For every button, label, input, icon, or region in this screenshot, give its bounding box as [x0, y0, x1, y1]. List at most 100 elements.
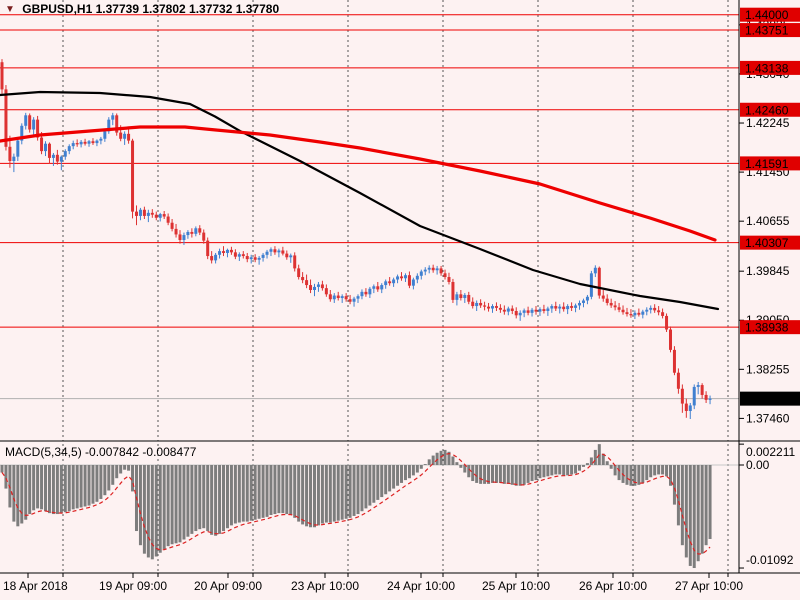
macd-histogram-bar — [12, 465, 16, 522]
macd-axis-label: 0.002211 — [746, 445, 795, 459]
macd-histogram-bar — [4, 465, 8, 489]
candle-body — [518, 312, 522, 316]
level-price-badge-label: 1.38938 — [745, 321, 789, 335]
candle-body — [229, 249, 233, 253]
candle-body — [360, 291, 364, 297]
candle-body — [692, 386, 696, 406]
level-price-badge-label: 1.40307 — [745, 236, 789, 250]
x-axis-label[interactable]: 19 Apr 09:00 — [99, 579, 167, 593]
x-axis-label[interactable]: 27 Apr 10:00 — [675, 579, 743, 593]
x-axis-label[interactable]: 23 Apr 10:00 — [291, 579, 359, 593]
macd-histogram-bar — [380, 465, 384, 498]
candle-body — [403, 275, 407, 279]
macd-histogram-bar — [467, 465, 471, 478]
macd-histogram-bar — [388, 465, 392, 492]
candle-body — [475, 302, 479, 307]
macd-histogram-bar — [487, 465, 491, 484]
candle-body — [190, 231, 194, 234]
candle-body — [67, 146, 71, 152]
macd-histogram-bar — [498, 465, 502, 483]
macd-histogram-bar — [107, 465, 111, 491]
y-axis-label: 1.37460 — [746, 411, 790, 425]
candle-body — [459, 294, 463, 299]
x-axis-label[interactable]: 20 Apr 09:00 — [194, 579, 262, 593]
macd-histogram-bar — [146, 465, 150, 558]
macd-histogram-bar — [324, 465, 328, 523]
level-price-badge — [740, 7, 800, 22]
candle-body — [75, 143, 79, 145]
macd-histogram-bar — [138, 465, 142, 546]
candle-body — [597, 267, 601, 296]
macd-histogram-bar — [605, 461, 609, 465]
candle-body — [419, 271, 423, 276]
macd-histogram-bar — [411, 465, 415, 476]
candle-body — [668, 329, 672, 350]
candle-body — [214, 254, 218, 261]
macd-histogram-bar — [530, 465, 534, 482]
macd-histogram-bar — [344, 465, 348, 519]
macd-histogram-bar — [668, 465, 672, 486]
x-axis-label[interactable]: 25 Apr 10:00 — [482, 579, 550, 593]
level-price-badge — [740, 23, 800, 38]
candle-body — [20, 125, 24, 141]
macd-histogram-bar — [550, 465, 554, 476]
macd-histogram-bar — [111, 465, 115, 485]
candle-body — [546, 308, 550, 311]
macd-histogram-bar — [297, 465, 301, 522]
candle-body — [241, 254, 245, 257]
candle-body — [653, 307, 657, 311]
macd-histogram-bar — [629, 465, 633, 486]
macd-histogram-bar — [182, 465, 186, 540]
macd-histogram-bar — [672, 465, 676, 505]
macd-histogram-bar — [506, 465, 510, 484]
candle-body — [423, 269, 427, 272]
macd-histogram-bar — [32, 465, 36, 511]
macd-histogram-bar — [95, 465, 99, 502]
candle-body — [649, 307, 653, 310]
level-price-badge-label: 1.41591 — [745, 157, 789, 171]
macd-histogram-bar — [305, 465, 309, 527]
candle-body — [225, 249, 229, 253]
candle-body — [257, 257, 261, 260]
macd-histogram-bar — [119, 465, 123, 474]
macd-histogram-bar — [680, 465, 684, 546]
x-axis-label[interactable]: 18 Apr 2018 — [3, 579, 68, 593]
candle-body — [396, 276, 400, 280]
candle-body — [154, 214, 158, 218]
candle-body — [233, 252, 237, 257]
candle-body — [174, 228, 178, 235]
candle-body — [601, 295, 605, 299]
x-axis-label[interactable]: 26 Apr 10:00 — [579, 579, 647, 593]
macd-histogram-bar — [400, 465, 404, 483]
macd-histogram-bar — [514, 465, 518, 486]
macd-histogram-bar — [328, 465, 332, 523]
candle-body — [471, 301, 475, 307]
candle-body — [574, 305, 578, 308]
candle-body — [309, 285, 313, 290]
y-axis-label: 1.38255 — [746, 362, 790, 376]
level-price-badge-label: 1.43751 — [745, 24, 789, 38]
macd-histogram-bar — [229, 465, 233, 526]
macd-histogram-bar — [661, 465, 665, 475]
macd-histogram-bar — [253, 465, 257, 520]
candle-body — [328, 294, 332, 300]
macd-histogram-bar — [439, 450, 443, 465]
macd-indicator-label: MACD(5,34,5) -0.007842 -0.008477 — [5, 445, 196, 459]
macd-histogram-bar — [83, 465, 87, 507]
macd-histogram-bar — [237, 465, 241, 523]
x-axis-label[interactable]: 24 Apr 10:00 — [387, 579, 455, 593]
candle-body — [123, 133, 127, 139]
macd-histogram-bar — [190, 465, 194, 534]
candle-body — [47, 143, 51, 158]
macd-histogram-bar — [443, 449, 447, 465]
candle-body — [494, 306, 498, 308]
candle-body — [708, 398, 712, 400]
macd-histogram-bar — [312, 465, 316, 528]
macd-histogram-bar — [44, 465, 48, 512]
candle-body — [506, 308, 510, 312]
candle-body — [119, 132, 123, 139]
candle-body — [585, 296, 589, 301]
candle-body — [542, 309, 546, 311]
